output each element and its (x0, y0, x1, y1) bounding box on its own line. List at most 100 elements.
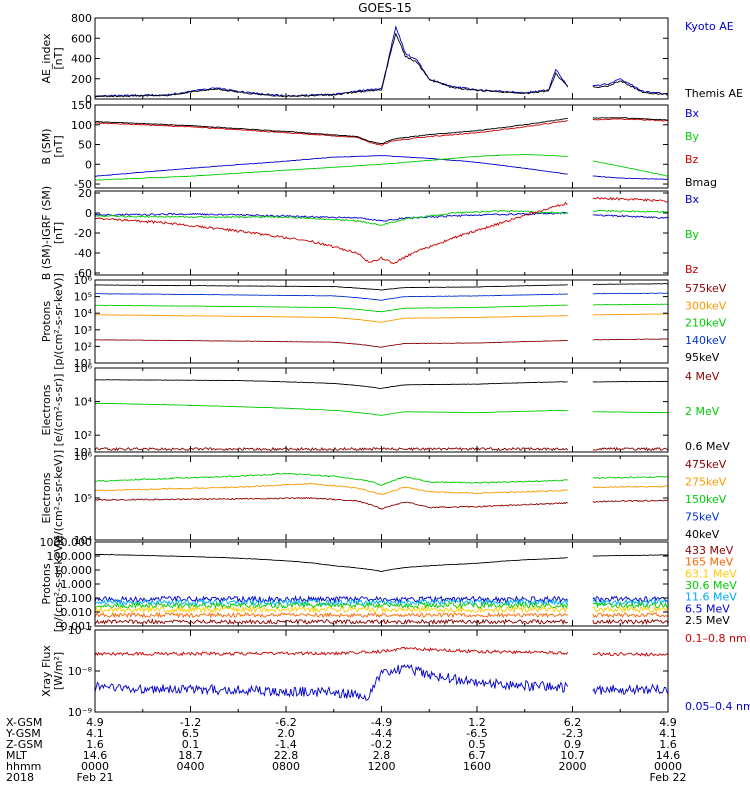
y-tick-label: 10¹ (74, 357, 92, 370)
y-tick-label: 100 (71, 119, 92, 132)
legend-entry: Bz (685, 263, 699, 276)
series-165-mev (94, 611, 669, 619)
y-axis-label: [nT] (52, 135, 65, 157)
series-bx (94, 211, 669, 222)
legend-entry: By (685, 228, 700, 241)
ephemeris-value: 0800 (272, 760, 300, 773)
y-axis-label: [nT] (52, 47, 65, 69)
y-tick-label: 10⁴ (74, 534, 93, 547)
ephemeris-value: 2.8 (373, 749, 391, 762)
panel-protons2: 0.0010.0100.1001.00010.000100.0001000.00… (40, 536, 738, 633)
y-tick-label: 0 (85, 93, 92, 106)
y-tick-label: 1000.000 (40, 536, 93, 549)
y-tick-label: 10⁵ (74, 492, 92, 505)
ephemeris-value: 14.6 (83, 749, 108, 762)
ephemeris-value: 2000 (559, 760, 587, 773)
panel-xray: 10⁻⁹ 10⁻⁸ 10⁻⁷ Xray Flux [W/m²] 0.1–0.8 nm 0.0… (40, 624, 750, 719)
y-tick-label: 600 (71, 32, 92, 45)
panel-protons1: 10¹ 10² 10³ 10⁴ 10⁵ 10⁶ Protons [p/(cm²-s-sr-ke… (40, 273, 727, 370)
y-tick-label: 400 (71, 53, 92, 66)
y-axis-label: [p/(cm²-s-sr-keV)] (52, 273, 65, 370)
series-140kev (94, 292, 669, 301)
ephemeris-value: 14.6 (656, 749, 681, 762)
panel-frame (94, 541, 669, 627)
y-axis-label: Protons (40, 301, 53, 342)
y-axis-label: [p/(cm²-s-sr-keV)] (52, 536, 65, 633)
series-themis-ae (94, 32, 669, 98)
legend-entry: Themis AE (684, 87, 743, 100)
y-tick-label: -40 (74, 247, 92, 260)
y-tick-label: 10⁶ (74, 274, 93, 287)
y-axis-label: [e/(cm²-s-sr)] (52, 374, 65, 447)
panel-frame (94, 367, 669, 453)
ephemeris-value: 4.1 (659, 727, 677, 740)
panel-frame (94, 279, 669, 364)
y-tick-label: 10⁻⁸ (68, 665, 93, 678)
legend-entry: By (685, 130, 700, 143)
ephemeris-value: 0400 (177, 760, 205, 773)
legend-entry: 4 MeV (685, 370, 720, 383)
ephemeris-value: Feb 22 (650, 771, 687, 784)
legend-entry: 150keV (685, 493, 727, 506)
ephemeris-value: 1.6 (86, 738, 104, 751)
series-475kev (94, 496, 669, 510)
y-tick-label: 50 (78, 139, 92, 152)
panel-bsm: -50 0 50 100 150 B (SM) [nT] Bx By Bz Bmag (40, 99, 717, 191)
y-axis-label: AE_index (40, 33, 53, 84)
series-210kev (94, 303, 668, 313)
y-tick-label: -60 (74, 267, 92, 280)
y-axis-label: B (SM)-IGRF (SM) (40, 186, 53, 280)
series-150kev (94, 472, 669, 486)
ephemeris-value: 0000 (654, 760, 682, 773)
series-575kev (94, 338, 668, 348)
y-axis-label: Electrons (40, 384, 53, 435)
ephemeris-value: 1600 (463, 760, 491, 773)
legend-entry: Kyoto AE (685, 20, 734, 33)
legend-entry: 30.6 MeV (685, 579, 737, 592)
ephemeris-value: 0.9 (564, 738, 582, 751)
ephemeris-row-label: hhmm (6, 760, 41, 773)
panel-electrons2: 10⁴ 10⁵ 10⁶ Electrons [e/(cm²-s-sr-keV)] 475k… (40, 450, 727, 547)
y-axis-label: [nT] (52, 222, 65, 244)
y-axis-label: Protons (40, 563, 53, 604)
series-0-6-mev (94, 379, 669, 389)
y-tick-label: 10⁻⁷ (68, 624, 92, 637)
y-tick-label: 10⁴ (74, 307, 93, 320)
ephemeris-value: 1200 (368, 760, 396, 773)
y-tick-label: 100.000 (47, 550, 93, 563)
panel-digrf: -60 -40 -20 0 20 B (SM)-IGRF (SM) [nT] Bx By Bz (40, 186, 700, 280)
ephemeris-value: 4.9 (659, 716, 677, 729)
y-axis-label: B (SM) (40, 128, 53, 164)
ephemeris-value: 1.6 (659, 738, 677, 751)
ephemeris-value: 22.8 (274, 749, 299, 762)
legend-entry: 2 MeV (685, 405, 720, 418)
ephemeris-value: 0.5 (468, 738, 486, 751)
y-tick-label: 150 (71, 99, 92, 112)
ephemeris-value: 6.7 (468, 749, 486, 762)
y-tick-label: 0.001 (61, 620, 93, 633)
series-6-5-mev (94, 594, 669, 604)
legend-entry: 300keV (685, 299, 727, 312)
series-2-mev (95, 402, 669, 416)
series-63-1-mev (94, 605, 669, 614)
series-bz (94, 196, 669, 265)
ephemeris-value: -4.4 (371, 727, 392, 740)
series-4-mev (94, 446, 669, 452)
ephemeris-value: 1.2 (468, 716, 486, 729)
legend-entry: 0.6 MeV (685, 440, 730, 453)
y-tick-label: 1.000 (61, 578, 93, 591)
ephemeris-value: 10.7 (560, 749, 585, 762)
y-tick-label: 10² (74, 340, 92, 353)
ephemeris-value: Feb 21 (77, 771, 114, 784)
ephemeris-value: 0000 (81, 760, 109, 773)
legend-entry: 2.5 MeV (685, 614, 730, 627)
ephemeris-value: -6.2 (275, 716, 296, 729)
y-axis-label: [e/(cm²-s-sr-keV)] (52, 450, 65, 546)
y-tick-label: 10.000 (54, 564, 93, 577)
legend-entry: 0.1–0.8 nm (685, 632, 747, 645)
ephemeris-value: 0.1 (182, 738, 200, 751)
ephemeris-row-label: MLT (6, 749, 27, 762)
ephemeris-value: 6.5 (182, 727, 200, 740)
